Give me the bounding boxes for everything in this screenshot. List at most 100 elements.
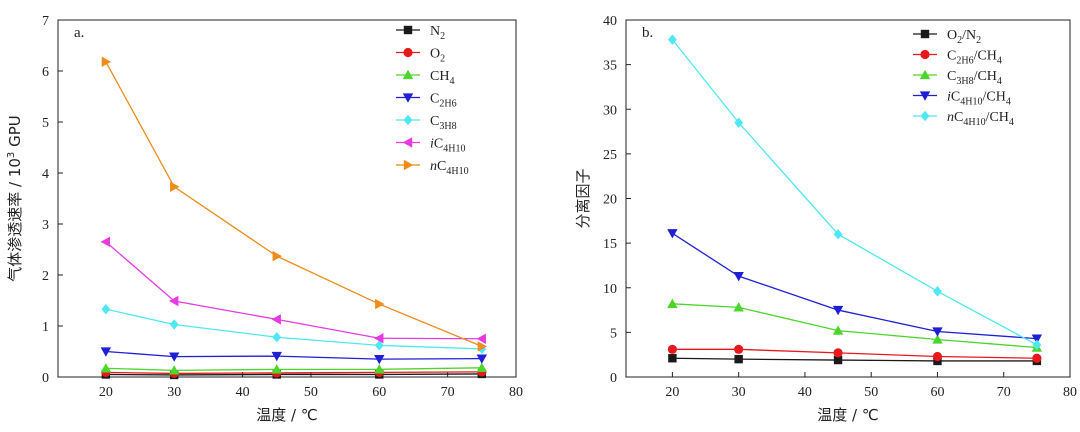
x-tick-label: 20 bbox=[665, 385, 679, 400]
data-point bbox=[374, 354, 385, 365]
data-point bbox=[170, 181, 180, 192]
data-point bbox=[733, 271, 744, 282]
legend-label: C2H6/CH4 bbox=[947, 49, 1002, 67]
legend-label: C3H8 bbox=[430, 114, 457, 132]
series-iC4H10 bbox=[100, 236, 486, 344]
x-tick-label: 30 bbox=[732, 385, 746, 400]
data-point bbox=[477, 341, 488, 352]
data-point bbox=[667, 298, 678, 308]
data-point bbox=[272, 250, 282, 262]
chart-panel-1: 20 30 40 50 60 70 80 0 1 2 3 4 5 6 7 温度 / ℃ 气体渗透速率 / 103… bbox=[6, 14, 523, 424]
series-C2H6 bbox=[100, 347, 488, 365]
data-point bbox=[667, 344, 677, 354]
data-point bbox=[375, 298, 385, 310]
y-axis-label: 分离因子 bbox=[574, 168, 592, 228]
series-line bbox=[105, 367, 482, 372]
series-C2H6/CH4 bbox=[667, 344, 1042, 363]
data-point bbox=[476, 333, 486, 344]
data-point bbox=[932, 334, 943, 344]
series-line bbox=[671, 39, 1038, 346]
y-tick-label: 0 bbox=[42, 371, 49, 386]
legend-label: iC4H10/CH4 bbox=[947, 90, 1011, 108]
data-point bbox=[832, 325, 844, 335]
x-tick-label: 40 bbox=[798, 385, 812, 400]
legend-label: O2/N2 bbox=[947, 28, 981, 46]
series-line bbox=[105, 308, 482, 350]
y-tick-label: 2 bbox=[42, 269, 49, 284]
legend-item: O2/N2 bbox=[913, 28, 981, 46]
legend-label: C2H6 bbox=[430, 92, 457, 110]
legend-label: iC4H10 bbox=[430, 137, 465, 155]
x-tick-label: 70 bbox=[997, 385, 1011, 400]
series-iC4H10/CH4 bbox=[667, 229, 1043, 344]
x-axis-label: 温度 / ℃ bbox=[256, 406, 317, 424]
data-point bbox=[932, 351, 943, 362]
y-tick-label: 3 bbox=[42, 218, 49, 233]
data-point bbox=[169, 365, 180, 375]
data-point bbox=[374, 340, 384, 351]
chart-panel-2: 20 30 40 50 60 70 80 0 5 10 15 20 25 30 35 40 温度 / ℃ 分离因子… bbox=[574, 14, 1077, 424]
legend-item: C3H8/CH4 bbox=[913, 69, 1002, 87]
legend-marker bbox=[403, 47, 413, 58]
y-tick-label: 5 bbox=[42, 116, 49, 131]
legend-marker bbox=[919, 69, 931, 80]
series-line bbox=[105, 373, 482, 376]
series-nC4H10/CH4 bbox=[667, 34, 1042, 351]
x-tick-label: 50 bbox=[864, 385, 878, 400]
data-point bbox=[733, 302, 744, 312]
legend-label: C3H8/CH4 bbox=[947, 69, 1002, 87]
legend-label: nC4H10 bbox=[430, 159, 469, 177]
data-point bbox=[100, 236, 111, 248]
series-line bbox=[105, 61, 483, 348]
data-point bbox=[476, 354, 488, 364]
x-tick-label: 60 bbox=[372, 385, 386, 400]
data-point bbox=[101, 56, 112, 68]
data-point bbox=[271, 351, 282, 362]
y-tick-label: 15 bbox=[603, 237, 617, 252]
legend-label: N2 bbox=[430, 24, 445, 42]
data-point bbox=[933, 286, 942, 297]
x-tick-label: 80 bbox=[1063, 385, 1077, 400]
legend-item: C3H8 bbox=[396, 114, 457, 132]
data-point bbox=[476, 362, 488, 372]
data-point bbox=[1032, 339, 1042, 351]
y-tick-label: 6 bbox=[42, 65, 49, 80]
x-axis-label: 温度 / ℃ bbox=[817, 406, 878, 424]
legend-item: nC4H10/CH4 bbox=[913, 110, 1014, 128]
series-CH4 bbox=[100, 362, 488, 375]
series-line bbox=[105, 241, 482, 340]
legend-marker bbox=[403, 159, 414, 171]
data-point bbox=[667, 229, 678, 239]
series-nC4H10 bbox=[101, 56, 488, 352]
data-point bbox=[667, 34, 677, 45]
data-point bbox=[734, 117, 744, 128]
y-tick-label: 30 bbox=[603, 103, 617, 118]
legend-item: N2 bbox=[396, 24, 445, 42]
legend-marker bbox=[403, 25, 413, 35]
legend-label: nC4H10/CH4 bbox=[947, 110, 1014, 128]
legend-marker bbox=[402, 137, 413, 148]
data-point bbox=[734, 344, 744, 354]
legend-item: C2H6/CH4 bbox=[913, 49, 1002, 67]
legend-marker bbox=[920, 49, 930, 60]
y-tick-label: 40 bbox=[603, 14, 617, 29]
data-point bbox=[374, 333, 384, 344]
data-point bbox=[101, 303, 111, 315]
series-line bbox=[672, 232, 1037, 340]
data-point bbox=[833, 229, 843, 240]
x-tick-label: 60 bbox=[930, 385, 944, 400]
y-tick-label: 25 bbox=[603, 148, 617, 163]
legend-item: C2H6 bbox=[396, 92, 457, 110]
y-tick-label: 7 bbox=[42, 14, 49, 29]
series-N2 bbox=[101, 369, 487, 380]
y-tick-label: 0 bbox=[610, 371, 617, 386]
legend-marker bbox=[402, 69, 414, 80]
legend-item: iC4H10 bbox=[396, 137, 465, 155]
data-point bbox=[169, 295, 179, 307]
data-point bbox=[271, 364, 282, 374]
x-tick-label: 40 bbox=[236, 385, 250, 400]
data-point bbox=[169, 319, 179, 330]
data-point bbox=[374, 364, 385, 374]
data-point bbox=[271, 314, 281, 325]
y-tick-label: 10 bbox=[603, 282, 617, 297]
